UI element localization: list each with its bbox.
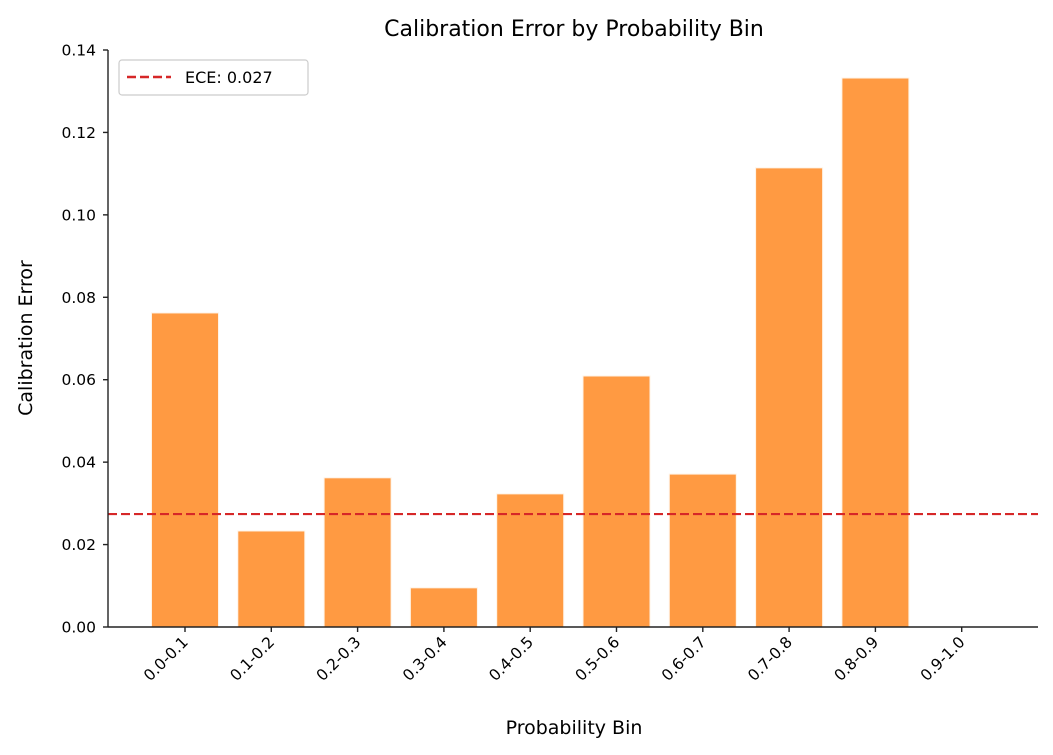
bar-0.8-0.9: [841, 77, 910, 628]
x-tick-label: 0.0-0.1: [140, 633, 192, 685]
bar-0.2-0.3: [323, 477, 392, 628]
axes-group: [107, 50, 1038, 628]
bars-group: [151, 77, 910, 628]
y-tick-label: 0.10: [61, 206, 96, 224]
legend: ECE: 0.027: [118, 59, 309, 96]
y-tick-label: 0.02: [61, 536, 96, 554]
bar-0.3-0.4: [409, 587, 478, 628]
x-tick-label: 0.6-0.7: [658, 633, 710, 685]
legend-label: ECE: 0.027: [185, 68, 273, 87]
x-tick-label: 0.3-0.4: [399, 633, 451, 685]
bar-0.7-0.8: [755, 167, 824, 628]
y-tick-label: 0.12: [61, 124, 96, 142]
bar-0.1-0.2: [237, 530, 306, 628]
y-tick-label: 0.08: [61, 289, 96, 307]
x-tick-label: 0.8-0.9: [831, 633, 883, 685]
bar-0.5-0.6: [582, 375, 651, 628]
x-tick-label: 0.4-0.5: [485, 633, 537, 685]
bar-0.4-0.5: [496, 493, 565, 628]
x-tick-label: 0.2-0.3: [313, 633, 365, 685]
y-tick-label: 0.14: [61, 42, 96, 60]
x-tick-label: 0.5-0.6: [572, 633, 624, 685]
legend-frame: [118, 59, 309, 96]
x-tick-label: 0.1-0.2: [227, 633, 279, 685]
x-axis-label: Probability Bin: [506, 717, 643, 739]
bar-0.0-0.1: [151, 312, 219, 628]
y-tick-label: 0.04: [61, 454, 96, 472]
x-tick-label: 0.7-0.8: [744, 633, 796, 685]
y-tick-label: 0.06: [61, 371, 96, 389]
y-axis-label: Calibration Error: [15, 260, 37, 416]
y-axis-ticks: 0.00 0.02 0.04 0.06 0.08 0.10 0.12 0.14: [61, 42, 108, 637]
y-tick-label: 0.00: [61, 619, 96, 637]
x-axis-ticks: 0.0-0.1 0.1-0.2 0.2-0.3 0.3-0.4 0.4-0.5 0.5-0…: [140, 627, 969, 685]
bar-0.6-0.7: [668, 473, 737, 628]
chart-title: Calibration Error by Probability Bin: [384, 17, 764, 42]
x-tick-label: 0.9-1.0: [917, 633, 969, 685]
